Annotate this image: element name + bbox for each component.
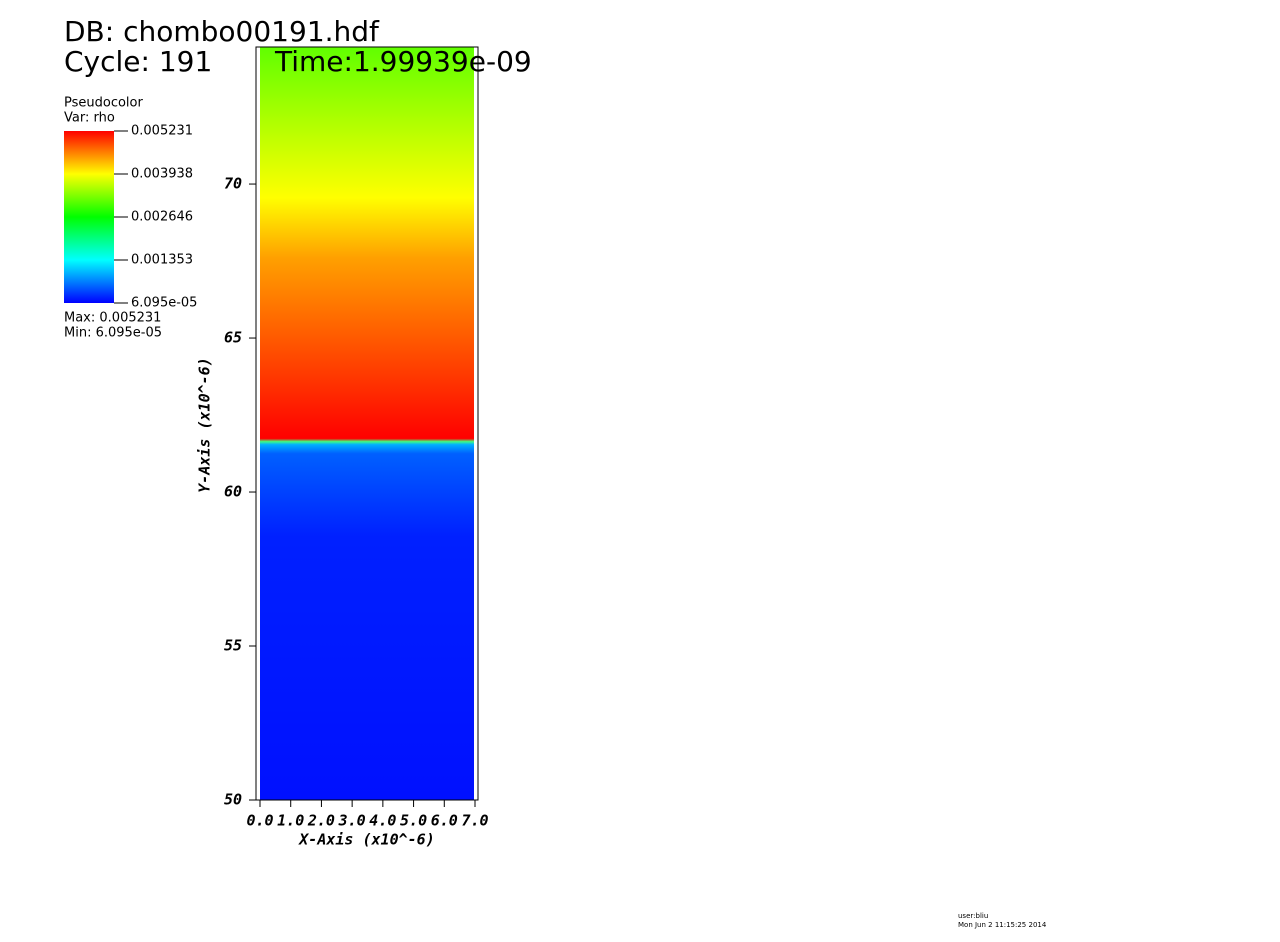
y-tick-label: 60: [224, 483, 242, 501]
y-axis-title: Y-Axis (x10^-6): [196, 357, 214, 492]
x-tick-label: 4.0: [369, 812, 396, 830]
cycle: Cycle: 191: [64, 45, 212, 78]
field-image: [260, 47, 474, 800]
x-tick-label: 5.0: [400, 812, 427, 830]
y-tick-label: 70: [224, 175, 242, 193]
x-axis-title: X-Axis (x10^-6): [297, 831, 434, 849]
x-tick-label: 0.0: [246, 812, 273, 830]
colorbar-tick-label: 0.003938: [131, 167, 193, 182]
colorbar-tick-label: 0.002646: [131, 210, 193, 225]
date: Mon Jun 2 11:15:25 2014: [958, 921, 1047, 929]
x-tick-label: 1.0: [277, 812, 304, 830]
x-tick-label: 3.0: [338, 812, 366, 830]
time: Time:1.99939e-09: [274, 45, 532, 78]
legend-max: Max: 0.005231: [64, 311, 161, 326]
colorbar-tick-label: 6.095e-05: [131, 296, 197, 311]
colorbar: [64, 131, 114, 303]
x-tick-label: 6.0: [431, 812, 458, 830]
legend-var: Var: rho: [64, 111, 115, 126]
colorbar-tick-label: 0.005231: [131, 124, 193, 139]
y-tick-label: 65: [224, 329, 242, 347]
y-tick-label: 55: [224, 637, 242, 655]
plot-frame: [255, 46, 479, 801]
colorbar-tick-label: 0.001353: [131, 253, 193, 268]
user: user:bliu: [958, 912, 988, 920]
y-tick-label: 50: [224, 791, 242, 809]
legend-min: Min: 6.095e-05: [64, 326, 162, 341]
x-tick-label: 2.0: [307, 812, 335, 830]
legend-plot: Pseudocolor: [64, 96, 143, 111]
title: DB: chombo00191.hdf: [64, 15, 380, 48]
x-tick-label: 7.0: [461, 812, 488, 830]
